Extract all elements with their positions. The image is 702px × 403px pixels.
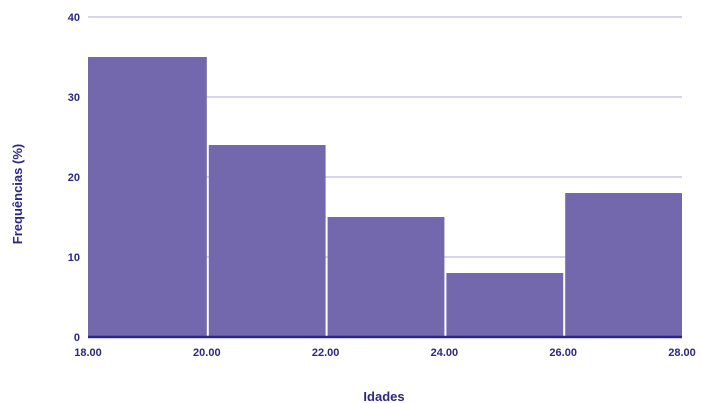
x-tick-label: 18.00 — [74, 347, 102, 359]
histogram-bar — [327, 217, 445, 337]
x-tick-label: 26.00 — [549, 347, 577, 359]
x-tick-labels: 18.00 20.00 22.00 24.00 26.00 28.00 — [74, 347, 696, 359]
x-axis-title: Idades — [363, 389, 404, 403]
y-tick-label: 0 — [74, 332, 80, 344]
y-tick-labels: 0 10 20 30 40 — [68, 12, 80, 344]
x-tick-label: 20.00 — [193, 347, 221, 359]
x-tick-label: 24.00 — [431, 347, 459, 359]
histogram-bar — [208, 145, 326, 337]
bars — [88, 57, 682, 337]
y-tick-label: 40 — [68, 12, 80, 24]
y-tick-label: 20 — [68, 172, 80, 184]
y-tick-label: 10 — [68, 252, 80, 264]
histogram-bar — [88, 57, 207, 337]
histogram-bar — [565, 193, 682, 337]
histogram-bar — [446, 273, 564, 337]
x-tick-label: 22.00 — [312, 347, 340, 359]
y-axis-title: Frequências (%) — [10, 144, 25, 244]
y-tick-label: 30 — [68, 92, 80, 104]
x-tick-label: 28.00 — [668, 347, 696, 359]
